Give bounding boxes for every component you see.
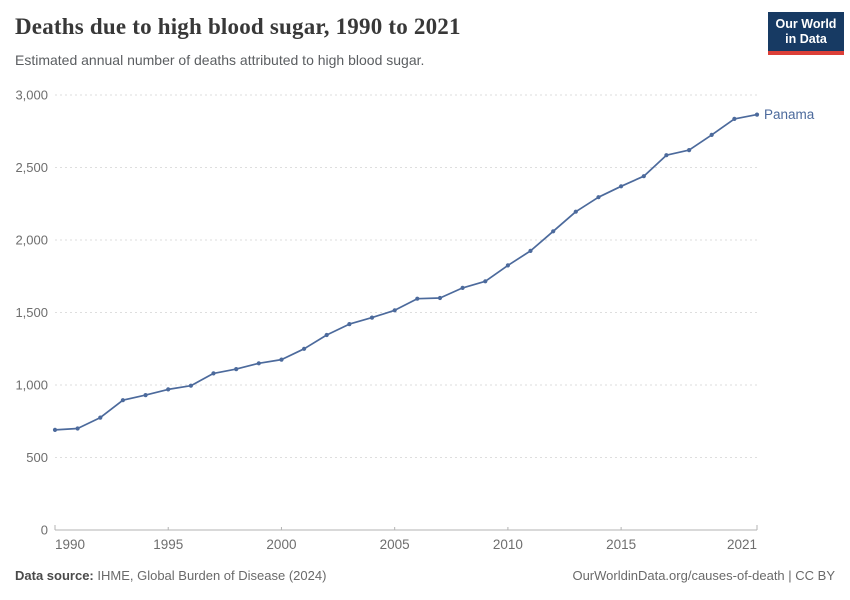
x-axis-tick-label: 2021 [727,537,757,552]
data-point [415,296,420,301]
owid-logo-line2: in Data [785,31,827,46]
series-end-label[interactable]: Panama [764,107,815,122]
credit-link[interactable]: OurWorldinData.org/causes-of-death | CC … [572,568,835,583]
page-title: Deaths due to high blood sugar, 1990 to … [15,14,461,39]
data-point [392,308,397,313]
data-point [664,153,669,158]
x-axis-tick-label: 2015 [606,537,636,552]
data-point [573,209,578,214]
data-point [437,295,443,301]
data-point [619,184,624,189]
data-point [732,116,737,121]
data-point [52,427,58,432]
x-axis-tick-label: 1995 [153,537,183,552]
data-point [143,393,148,398]
y-axis-tick-label: 2,000 [15,233,48,248]
x-axis-tick-label: 2010 [493,537,523,552]
data-point [528,248,533,253]
data-source-label: Data source: [15,568,94,583]
data-point [641,174,646,179]
data-point [709,132,714,137]
owid-logo[interactable]: Our World in Data [768,12,844,55]
data-point [551,229,556,234]
y-axis-tick-label: 1,000 [15,378,48,393]
data-point [256,361,261,366]
data-point [234,367,239,372]
data-point [369,315,375,320]
data-point [483,279,488,284]
data-point [75,426,80,431]
data-point [211,371,216,376]
data-point [687,148,692,153]
x-axis-tick-label: 1990 [55,537,85,552]
page-subtitle: Estimated annual number of deaths attrib… [15,52,425,68]
owid-logo-line1: Our World [775,16,837,31]
y-axis-tick-label: 500 [26,450,48,465]
data-point [596,195,601,200]
data-point [324,332,329,338]
data-point [188,383,193,388]
series-line-panama [54,113,758,431]
y-axis-tick-label: 0 [41,523,48,538]
data-point [505,263,510,268]
data-source-text: IHME, Global Burden of Disease (2024) [93,568,327,583]
data-point [98,415,103,420]
y-axis-tick-label: 3,000 [15,88,48,103]
x-axis-tick-label: 2000 [266,537,296,552]
x-axis-tick-label: 2005 [380,537,410,552]
data-point [460,285,465,290]
data-source-note: Data source: IHME, Global Burden of Dise… [15,568,326,583]
y-axis-tick-label: 1,500 [15,305,48,320]
data-point [279,357,284,362]
data-point [166,387,171,392]
data-point [302,346,307,351]
y-axis-tick-label: 2,500 [15,160,48,175]
data-point [120,398,125,403]
data-point [754,112,760,117]
data-point [347,322,352,327]
